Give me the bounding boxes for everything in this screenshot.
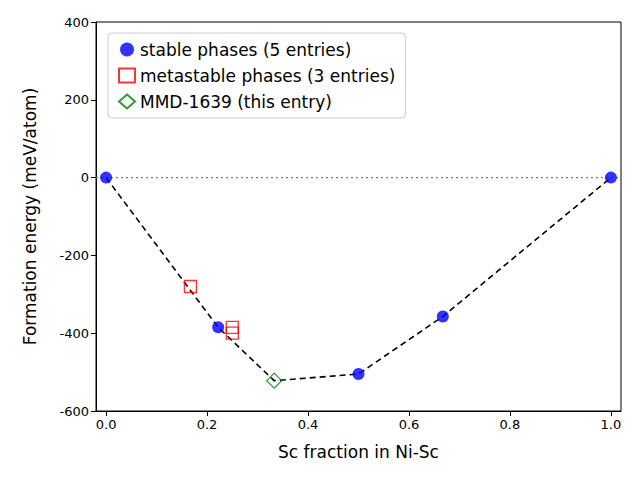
svg-text:200: 200 [64,92,89,107]
svg-text:0.4: 0.4 [298,417,319,432]
svg-text:-600: -600 [59,404,89,419]
svg-text:0.6: 0.6 [399,417,420,432]
svg-text:MMD-1639 (this entry): MMD-1639 (this entry) [140,92,332,112]
svg-text:0.2: 0.2 [197,417,218,432]
svg-text:1.0: 1.0 [601,417,622,432]
svg-text:metastable phases (3 entries): metastable phases (3 entries) [140,66,395,86]
svg-text:0.0: 0.0 [96,417,117,432]
svg-text:400: 400 [64,15,89,30]
svg-text:stable phases (5 entries): stable phases (5 entries) [140,40,351,60]
svg-text:-200: -200 [59,248,89,263]
svg-text:Sc fraction in Ni-Sc: Sc fraction in Ni-Sc [278,442,439,462]
svg-text:-400: -400 [59,326,89,341]
svg-text:0: 0 [81,170,89,185]
svg-text:Formation energy (meV/atom): Formation energy (meV/atom) [20,88,40,346]
svg-text:0.8: 0.8 [500,417,521,432]
